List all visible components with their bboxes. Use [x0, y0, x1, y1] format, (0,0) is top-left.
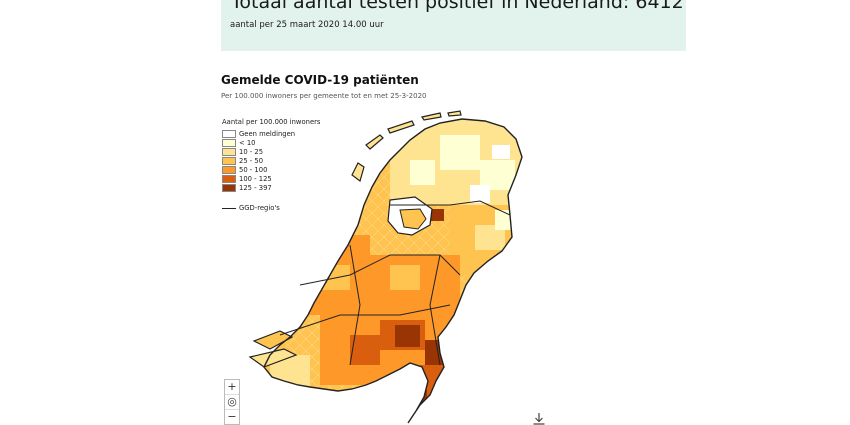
- legend-label: < 10: [239, 138, 256, 147]
- map-legend: Aantal per 100.000 inwoners Geen melding…: [222, 118, 352, 212]
- legend-item: 100 - 125: [222, 174, 352, 183]
- legend-item: 10 - 25: [222, 147, 352, 156]
- legend-swatch: [222, 183, 236, 192]
- reset-view-button[interactable]: ◎: [225, 395, 239, 410]
- legend-swatch: [222, 165, 236, 174]
- ameland-island: [421, 112, 442, 121]
- terschelling-island: [387, 120, 415, 134]
- download-icon[interactable]: [533, 413, 545, 425]
- legend-ggd: GGD-regio's: [222, 204, 352, 212]
- zoom-out-button[interactable]: −: [227, 410, 237, 423]
- zoom-in-button[interactable]: +: [225, 380, 239, 395]
- legend-label: 10 - 25: [239, 147, 264, 156]
- legend-swatch: [222, 174, 236, 183]
- legend-ggd-label: GGD-regio's: [239, 204, 280, 212]
- zeeland-island: [252, 330, 294, 350]
- legend-label: Geen meldingen: [239, 129, 296, 138]
- legend-title: Aantal per 100.000 inwoners: [222, 118, 321, 126]
- legend-label: 25 - 50: [239, 156, 264, 165]
- legend-swatch: [222, 129, 236, 138]
- legend-item: 50 - 100: [222, 165, 352, 174]
- vlieland-island: [365, 134, 384, 150]
- netherlands-choropleth-map[interactable]: [240, 105, 530, 425]
- legend-item: 125 - 397: [222, 183, 352, 192]
- map-title: Gemelde COVID-19 patiënten: [221, 73, 419, 87]
- banner-subtitle: aantal per 25 maart 2020 14.00 uur: [230, 20, 384, 30]
- info-banner: Totaal aantal testen positief in Nederla…: [221, 0, 686, 51]
- legend-items: Geen meldingen < 10 10 - 25 25 - 50 50 - 100…: [222, 129, 352, 192]
- legend-label: 100 - 125: [239, 174, 272, 183]
- banner-title: Totaal aantal testen positief in Nederla…: [231, 0, 684, 13]
- legend-label: 125 - 397: [239, 183, 272, 192]
- legend-item: < 10: [222, 138, 352, 147]
- legend-swatch: [222, 147, 236, 156]
- map-subtitle: Per 100.000 inwoners per gemeente tot en…: [221, 92, 427, 100]
- schiermonnikoog-island: [447, 110, 462, 117]
- legend-swatch: [222, 138, 236, 147]
- ggd-line-swatch: [222, 207, 236, 209]
- ggd-region-borders: [279, 200, 511, 366]
- legend-item: Geen meldingen: [222, 129, 352, 138]
- legend-label: 50 - 100: [239, 165, 268, 174]
- texel-island: [351, 162, 365, 183]
- legend-item: 25 - 50: [222, 156, 352, 165]
- flevoland: [399, 208, 427, 230]
- legend-swatch: [222, 156, 236, 165]
- map-zoom-controls: + ◎ −: [224, 379, 240, 425]
